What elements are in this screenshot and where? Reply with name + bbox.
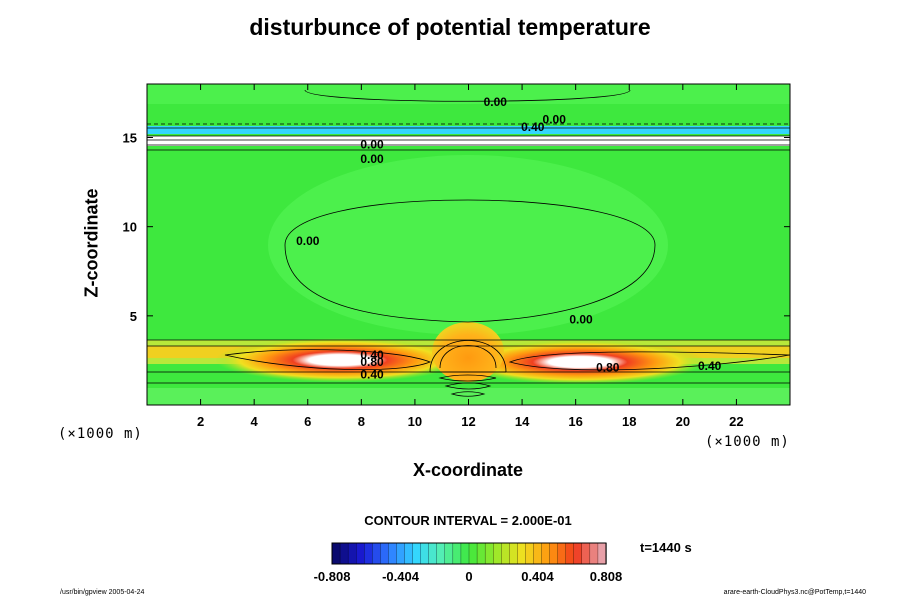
- contour-dome-inner: [439, 345, 497, 369]
- colorbar-cell: [380, 542, 390, 565]
- contour-label: 0.40: [698, 359, 722, 373]
- colorbar-cell: [331, 542, 341, 565]
- contour-sub-1: [438, 374, 497, 382]
- colorbar-cell: [420, 542, 430, 565]
- contour-zero-top: [304, 89, 631, 102]
- footer-command: /usr/bin/gpview 2005-04-24: [60, 589, 145, 596]
- tropopause-cold-band: [147, 126, 790, 134]
- x-tick-label: 22: [729, 414, 743, 429]
- colorbar-cell: [525, 542, 535, 565]
- x-axis-unit: (×1000 m): [705, 434, 790, 450]
- colorbar-cell: [460, 542, 470, 565]
- colorbar-cell: [347, 542, 357, 565]
- y-tick-label: 15: [123, 131, 137, 146]
- contour-label: 0.40: [360, 368, 384, 382]
- colorbar-cell: [573, 542, 583, 565]
- colorbar-tick-label: -0.404: [382, 569, 420, 584]
- colorbar-tick-label: -0.808: [314, 569, 351, 584]
- colorbar-cell: [597, 542, 607, 565]
- chart-title: disturbunce of potential temperature: [249, 14, 651, 40]
- x-tick-label: 20: [676, 414, 690, 429]
- x-tick-label: 14: [515, 414, 530, 429]
- colorbar-cell: [557, 542, 567, 565]
- y-axis-unit: (×1000 m): [58, 426, 143, 442]
- colorbar-tick-label: 0.808: [590, 569, 623, 584]
- colorbar-cell: [396, 542, 406, 565]
- colorbar-cell: [452, 542, 462, 565]
- contour-label: 0.00: [296, 234, 320, 248]
- x-tick-label: 6: [304, 414, 311, 429]
- colorbar-cell: [356, 542, 365, 565]
- contour-dome: [429, 340, 507, 373]
- footer-source: arare-earth-CloudPhys3.nc@PotTemp,t=1440: [723, 589, 866, 596]
- x-tick-label: 12: [461, 414, 475, 429]
- colorbar-cell: [404, 542, 414, 565]
- central-dome: [432, 322, 504, 382]
- contour-label: 0.40: [360, 348, 384, 362]
- colorbar-tick-label: 0: [465, 569, 472, 584]
- contour-lines: [147, 89, 790, 397]
- colorbar: -0.808 -0.404 0 0.404 0.808: [314, 542, 623, 584]
- colorbar-cell: [501, 542, 510, 565]
- colorbar-cell: [388, 542, 398, 565]
- colorbar-cell: [565, 542, 575, 565]
- colorbar-cell: [428, 542, 438, 565]
- colorbar-cell: [364, 542, 373, 565]
- colorbar-cell: [517, 542, 527, 565]
- contour-sub-2: [444, 382, 492, 390]
- contour-label: 0.00: [543, 113, 567, 127]
- contour-label-layer: 0.000.000.400.000.000.000.000.400.800.40…: [296, 95, 722, 382]
- contour-label: 0.00: [360, 152, 384, 166]
- colorbar-cell: [549, 542, 559, 565]
- colorbar-cell: [581, 542, 591, 565]
- contour-label: 0.80: [596, 361, 620, 375]
- warm-lens-left: [215, 338, 465, 382]
- colorbar-cell: [509, 542, 519, 565]
- x-tick-label: 8: [358, 414, 365, 429]
- colorbar-cell: [476, 542, 486, 565]
- colorbar-cell: [436, 542, 446, 565]
- colorbar-cell: [412, 542, 422, 565]
- contour-lens-right: [508, 351, 790, 371]
- colorbar-cell: [372, 542, 382, 565]
- colorbar-cells: [331, 542, 607, 565]
- x-tick-label: 16: [568, 414, 582, 429]
- colorbar-cell: [468, 542, 478, 565]
- tropopause-warm-band: [147, 136, 790, 146]
- axis-ticks: 2 4 6 8 10 12 14 16 18 20 22 5 10 15: [123, 84, 790, 429]
- colorbar-cell: [493, 542, 502, 565]
- contour-sub-3: [450, 391, 486, 397]
- contour-zero-upper: [284, 199, 656, 323]
- contour-label: 0.00: [484, 95, 508, 109]
- y-tick-label: 5: [130, 309, 137, 324]
- contour-label: 0.00: [569, 312, 593, 326]
- x-tick-label: 4: [251, 414, 259, 429]
- upper-green-zone: [268, 155, 668, 335]
- colorbar-cell: [444, 542, 454, 565]
- colorbar-tick-label: 0.404: [521, 569, 554, 584]
- colorbar-cell: [589, 542, 599, 565]
- contour-label: 0.80: [360, 355, 384, 369]
- x-tick-label: 18: [622, 414, 636, 429]
- x-axis-label: X-coordinate: [412, 460, 523, 480]
- x-tick-label: 10: [408, 414, 422, 429]
- time-label: t=1440 s: [640, 540, 692, 555]
- colorbar-cell: [533, 542, 543, 565]
- contour-label: 0.40: [521, 120, 545, 134]
- colorbar-cell: [541, 542, 551, 565]
- contour-interval-text: CONTOUR INTERVAL = 2.000E-01: [364, 513, 572, 528]
- plot-area: [147, 84, 790, 405]
- colorbar-frame: [331, 542, 607, 565]
- colorbar-cell: [484, 542, 494, 565]
- contour-label: 0.00: [360, 138, 384, 152]
- colorbar-ticks: -0.808 -0.404 0 0.404 0.808: [314, 569, 623, 584]
- colorbar-cell: [339, 542, 349, 565]
- y-tick-label: 10: [123, 220, 137, 235]
- x-tick-label: 2: [197, 414, 204, 429]
- warm-lens-right: [455, 340, 705, 384]
- contour-lens-left: [224, 349, 432, 371]
